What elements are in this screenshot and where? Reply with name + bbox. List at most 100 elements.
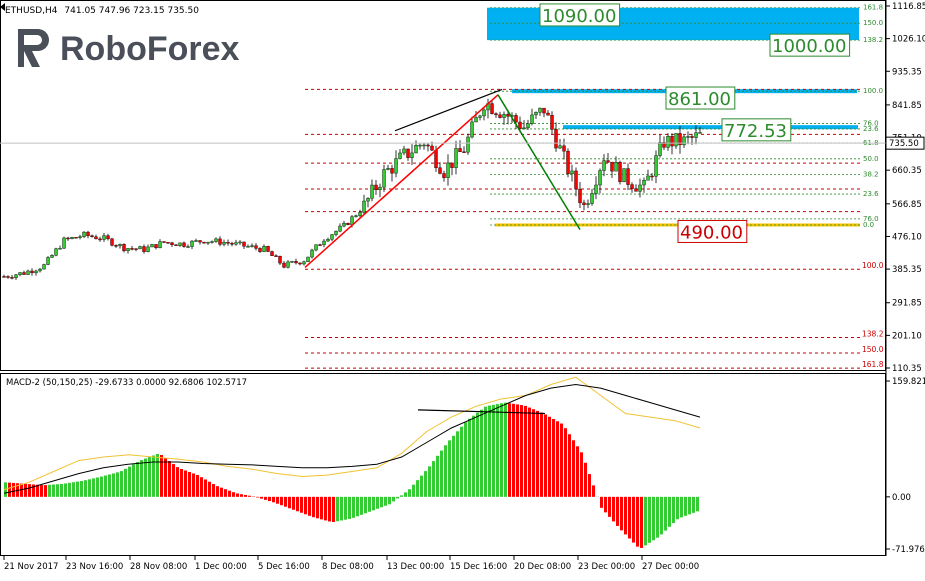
candle-bull [595, 185, 598, 194]
macd-bar-down [544, 414, 547, 496]
price-tick-label: 201.10 [892, 331, 922, 341]
time-tick-label: 5 Dec 16:00 [258, 562, 310, 572]
macd-bar-down [184, 470, 187, 496]
macd-bar-down [276, 497, 279, 504]
candle-bull [247, 246, 250, 247]
candle-bear [171, 243, 174, 245]
macd-bar-up [664, 497, 667, 531]
candle-bear [495, 114, 498, 115]
macd-bar-down [508, 403, 511, 497]
candle-bull [327, 239, 330, 241]
macd-bar-up [400, 495, 403, 496]
macd-bar-up [340, 497, 343, 521]
macd-bar-up [428, 466, 431, 496]
macd-bar-up [396, 497, 399, 499]
macd-bar-up [472, 416, 475, 497]
macd-bar-down [620, 497, 623, 531]
price-tick-label: 566.85 [892, 200, 922, 210]
macd-bar-down [584, 463, 587, 497]
candle-bear [631, 185, 634, 189]
macd-bar-down [320, 497, 323, 520]
macd-bar-down [188, 472, 191, 497]
candle-bull [535, 112, 538, 115]
candle-bull [475, 117, 478, 122]
macd-bar-up [136, 462, 139, 497]
candle-bull [51, 255, 54, 257]
macd-bar-down [516, 404, 519, 496]
candle-bear [123, 244, 126, 251]
candle-bull [55, 249, 58, 255]
candle-bear [271, 252, 274, 256]
candle-bull [587, 204, 590, 205]
macd-bar-up [504, 403, 507, 497]
macd-bar-down [608, 497, 611, 517]
macd-bar-up [100, 477, 103, 497]
candle-bear [515, 115, 518, 122]
candle-bear [295, 261, 298, 263]
candle-bull [119, 244, 122, 246]
candle-bear [507, 114, 510, 116]
price-tick-label: 385.35 [892, 265, 922, 275]
candle-bear [451, 163, 454, 168]
candle-bear [439, 168, 442, 174]
macd-bar-up [388, 497, 391, 504]
macd-bar-down [260, 497, 263, 499]
candle-bull [399, 153, 402, 159]
macd-bar-up [344, 497, 347, 520]
candle-bear [611, 162, 614, 171]
candle-bear [583, 203, 586, 205]
candle-bull [483, 110, 486, 116]
candle-bull [643, 180, 646, 185]
macd-bar-down [248, 496, 251, 497]
candle-bull [79, 237, 82, 238]
candle-bear [427, 145, 430, 146]
candle-bull [239, 242, 242, 243]
macd-bar-down [568, 434, 571, 497]
price-annotation-label: 772.53 [724, 121, 787, 142]
macd-bar-down [524, 406, 527, 497]
macd-bar-down [312, 497, 315, 517]
price-tick-label: 1116.85 [892, 2, 925, 12]
candle-bear [619, 162, 622, 182]
macd-bar-down [172, 464, 175, 497]
macd-bar-up [368, 497, 371, 512]
candle-bull [395, 159, 398, 174]
macd-bar-up [452, 436, 455, 497]
candle-bear [115, 245, 118, 246]
candle-bear [299, 263, 302, 264]
candle-bear [275, 256, 278, 257]
candle-bear [203, 242, 206, 243]
macd-bar-down [44, 485, 47, 497]
candle-bull [263, 246, 266, 251]
time-tick-label: 23 Nov 16:00 [66, 562, 123, 572]
macd-bar-down [36, 485, 39, 497]
price-tick-label: 110.35 [892, 364, 922, 374]
macd-bar-up [144, 459, 147, 497]
macd-bar-up [660, 497, 663, 535]
candle-bear [407, 149, 410, 158]
macd-bar-up [652, 497, 655, 540]
time-tick-label: 1 Dec 00:00 [195, 562, 247, 572]
macd-bar-down [552, 419, 555, 497]
macd-bar-up [672, 497, 675, 523]
macd-bar-up [88, 479, 91, 497]
macd-bar-down [564, 428, 567, 497]
candle-bull [659, 142, 662, 155]
impulse-up-line [305, 95, 498, 268]
candle-bull [335, 231, 338, 234]
macd-bar-down [304, 497, 307, 514]
roboforex-logo: RoboForex [18, 29, 240, 68]
candle-bull [151, 244, 154, 247]
candle-bull [103, 236, 106, 240]
candle-bear [95, 237, 98, 239]
macd-bar-down [212, 484, 215, 497]
candle-bull [139, 247, 142, 249]
macd-bar-down [572, 440, 575, 497]
candle-bull [379, 187, 382, 190]
macd-bar-down [256, 497, 259, 498]
macd-bar-down [220, 488, 223, 497]
macd-bar-up [112, 473, 115, 496]
macd-bar-up [668, 497, 671, 527]
candle-bull [43, 265, 46, 270]
